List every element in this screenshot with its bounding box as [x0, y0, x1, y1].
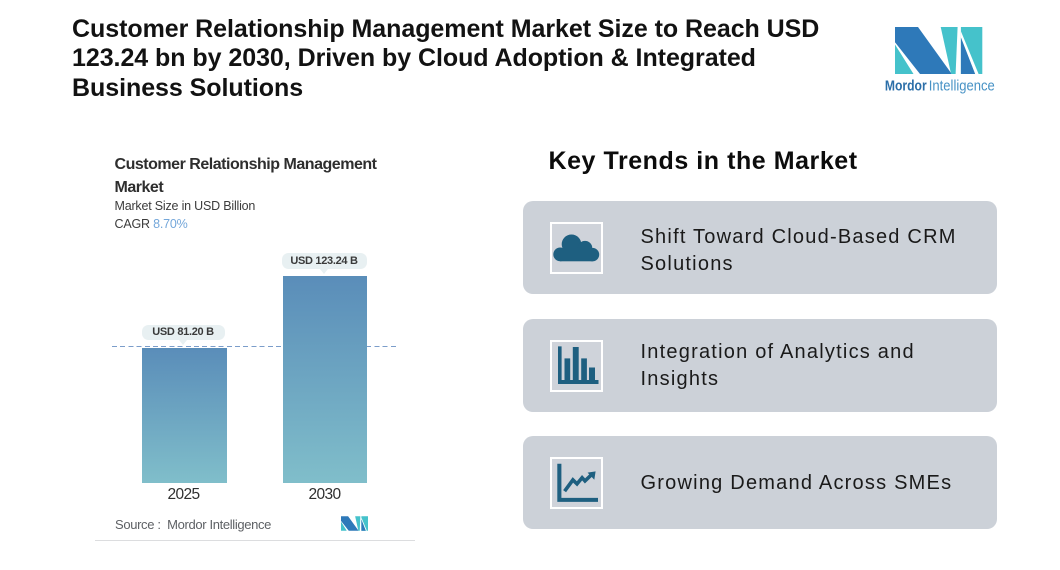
svg-text:Intelligence: Intelligence: [929, 77, 995, 94]
svg-text:Mordor: Mordor: [885, 77, 927, 94]
